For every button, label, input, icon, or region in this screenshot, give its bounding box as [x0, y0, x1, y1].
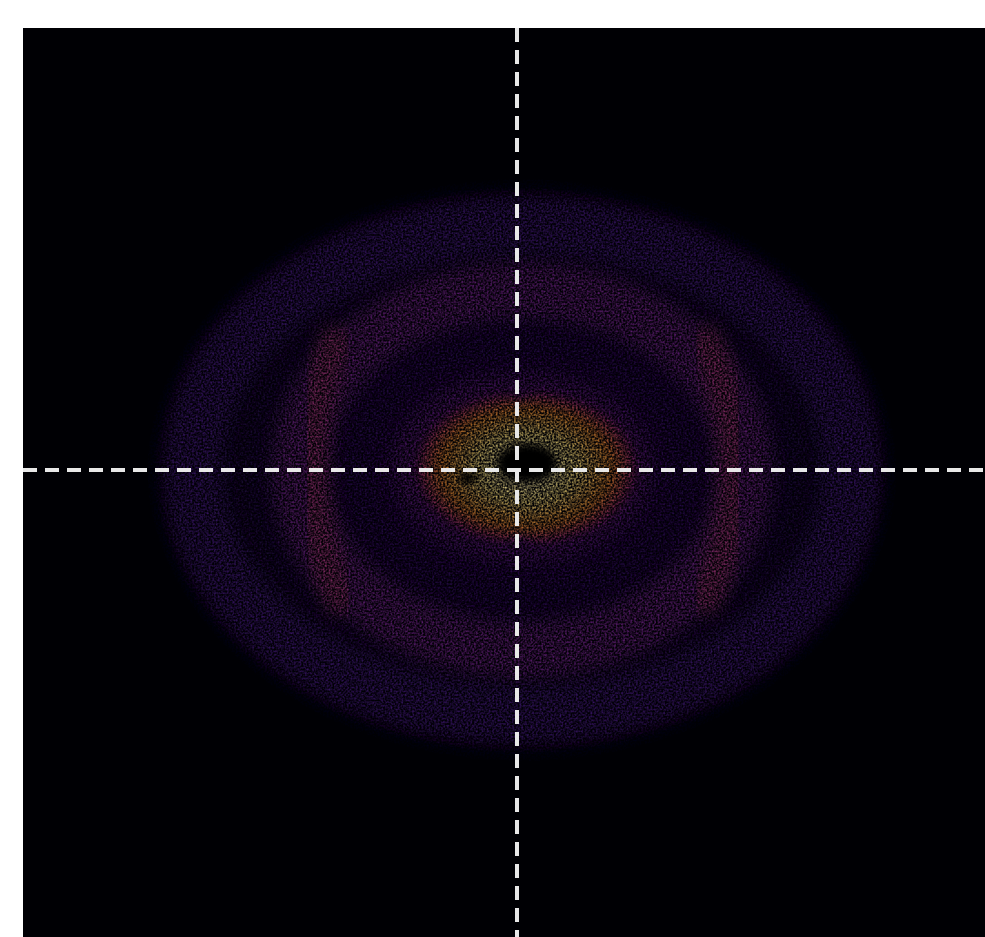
dark-spot — [459, 472, 477, 484]
beam-stop — [497, 444, 557, 482]
outer-ring — [162, 195, 882, 745]
